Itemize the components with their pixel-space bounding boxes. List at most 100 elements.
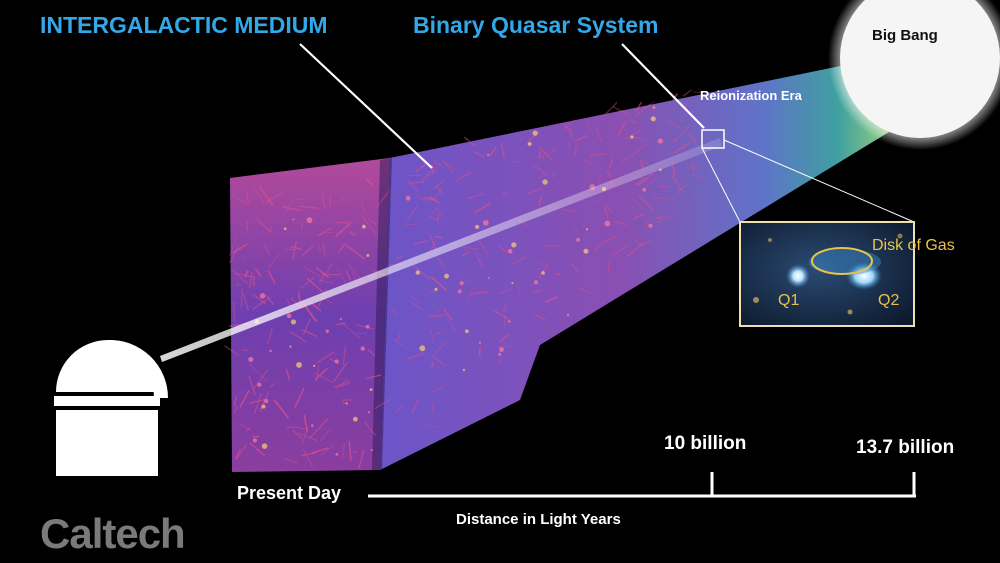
web-filament bbox=[439, 163, 441, 165]
galaxy-node bbox=[365, 324, 370, 329]
web-filament bbox=[476, 254, 484, 269]
web-filament bbox=[301, 427, 309, 446]
web-filament bbox=[470, 290, 488, 295]
galaxy-node bbox=[283, 227, 287, 231]
galaxy-node bbox=[459, 281, 464, 286]
reionization-era-label: Reionization Era bbox=[700, 88, 802, 103]
web-filament bbox=[593, 240, 604, 253]
web-filament bbox=[235, 283, 240, 287]
web-filament bbox=[300, 277, 315, 289]
web-filament bbox=[282, 206, 301, 211]
present-day-label: Present Day bbox=[237, 483, 342, 503]
web-filament bbox=[426, 313, 443, 317]
web-filament bbox=[527, 130, 541, 142]
web-filament bbox=[361, 203, 367, 215]
disk-of-gas-label: Disk of Gas bbox=[872, 237, 955, 254]
web-filament bbox=[301, 329, 318, 338]
web-filament bbox=[309, 418, 329, 439]
web-filament bbox=[258, 185, 274, 207]
web-filament bbox=[435, 332, 441, 335]
web-filament bbox=[635, 101, 643, 113]
web-filament bbox=[652, 197, 667, 200]
web-filament bbox=[433, 187, 444, 199]
web-filament bbox=[255, 217, 271, 232]
web-filament bbox=[333, 362, 348, 382]
galaxy-node bbox=[419, 345, 426, 352]
web-filament bbox=[248, 271, 254, 289]
telescope-observatory bbox=[54, 339, 169, 476]
galaxy-node bbox=[541, 271, 545, 275]
web-filament bbox=[690, 110, 695, 114]
galaxy-node bbox=[464, 329, 469, 334]
web-filament bbox=[543, 243, 546, 245]
web-filament bbox=[442, 159, 454, 174]
web-filament bbox=[224, 345, 240, 357]
gas-disk-ellipse bbox=[811, 247, 873, 275]
galaxy-node bbox=[286, 313, 292, 319]
web-filament bbox=[232, 243, 248, 254]
intergalactic-medium-label: INTERGALACTIC MEDIUM bbox=[40, 12, 328, 38]
galaxy-node bbox=[269, 349, 272, 353]
quasar-leader-line bbox=[621, 43, 705, 129]
galaxy-node bbox=[248, 356, 254, 363]
cosmic-web-filaments bbox=[224, 89, 706, 469]
web-filament bbox=[394, 255, 403, 261]
web-filament bbox=[341, 443, 345, 459]
web-filament bbox=[430, 362, 435, 368]
galaxy-node bbox=[352, 416, 358, 422]
web-filament bbox=[434, 205, 445, 220]
galaxy-node bbox=[511, 281, 514, 285]
web-filament bbox=[412, 264, 430, 280]
web-filament bbox=[638, 194, 654, 211]
galaxy-node bbox=[434, 287, 438, 291]
web-filament bbox=[438, 310, 441, 313]
web-filament bbox=[609, 158, 614, 169]
web-filament bbox=[348, 230, 356, 236]
web-filament bbox=[248, 376, 256, 396]
web-filament bbox=[554, 273, 561, 276]
zoom-line-left bbox=[701, 147, 741, 223]
web-filament bbox=[693, 91, 704, 94]
web-filament bbox=[626, 242, 643, 258]
galaxy-node bbox=[345, 402, 348, 405]
web-filament bbox=[463, 136, 477, 148]
web-filament bbox=[633, 213, 644, 220]
web-filament bbox=[547, 147, 557, 157]
galaxy-node bbox=[475, 224, 480, 229]
web-filament bbox=[612, 105, 630, 116]
web-filament bbox=[620, 110, 625, 113]
web-filament bbox=[607, 258, 611, 274]
web-filament bbox=[431, 385, 445, 393]
web-filament bbox=[348, 262, 356, 281]
web-filament bbox=[394, 404, 403, 414]
galaxy-node bbox=[583, 248, 589, 254]
galaxy-node bbox=[296, 361, 302, 368]
web-filament bbox=[413, 240, 429, 245]
web-filament bbox=[232, 301, 236, 322]
web-filament bbox=[676, 185, 687, 193]
web-filament bbox=[435, 255, 446, 269]
galaxy-node bbox=[252, 438, 257, 443]
web-filament bbox=[302, 318, 312, 336]
galaxy-node bbox=[362, 224, 366, 229]
web-filament bbox=[512, 160, 521, 163]
galaxy-node bbox=[604, 220, 611, 227]
web-filament bbox=[563, 119, 576, 130]
tick-label-10-billion: 10 billion bbox=[664, 433, 747, 454]
web-filament bbox=[621, 157, 627, 162]
web-filament bbox=[254, 267, 262, 277]
galaxy-node bbox=[527, 141, 532, 146]
galaxy-node bbox=[542, 179, 548, 185]
web-filament bbox=[363, 421, 376, 436]
web-filament bbox=[571, 262, 580, 274]
web-filament bbox=[246, 427, 251, 432]
web-filament bbox=[488, 147, 497, 157]
web-filament bbox=[234, 195, 248, 205]
web-filament bbox=[426, 168, 439, 178]
web-filament bbox=[242, 293, 249, 311]
binary-quasar-label: Binary Quasar System bbox=[413, 12, 659, 38]
web-filament bbox=[438, 381, 442, 385]
galaxy-node bbox=[306, 217, 313, 224]
galaxy-node bbox=[370, 448, 373, 452]
